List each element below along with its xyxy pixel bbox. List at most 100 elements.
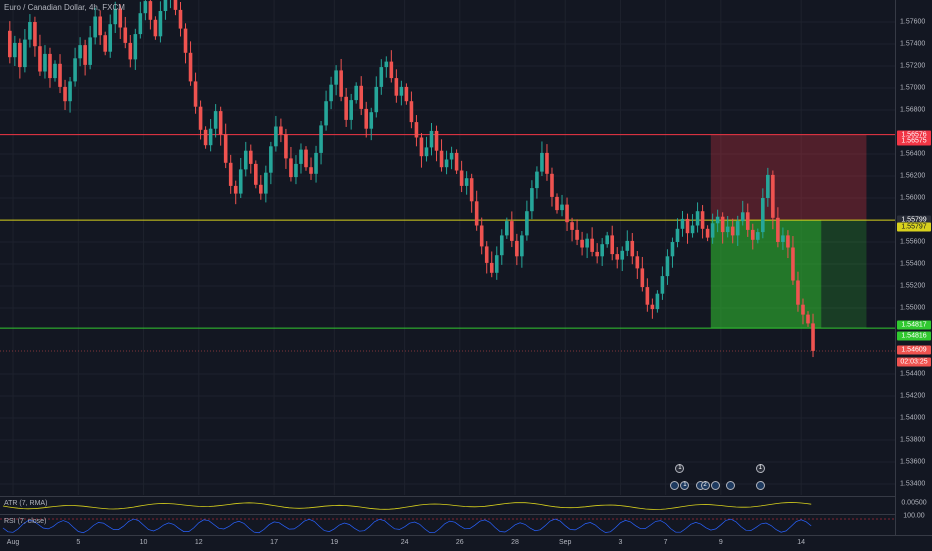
candle-body	[163, 0, 168, 12]
time-label: Aug	[6, 539, 20, 546]
candle-body	[13, 42, 17, 58]
atr-label[interactable]: ATR (7, RMA)	[4, 500, 48, 507]
price-tick-label: 1.57000	[900, 84, 926, 92]
price-tag: 1.55799	[897, 215, 931, 225]
candle-body	[620, 250, 625, 260]
candle-body	[700, 211, 705, 229]
candle-body	[791, 247, 795, 281]
candle-body	[399, 86, 404, 96]
candle-body	[806, 314, 810, 324]
price-tag: 1.56575	[897, 136, 931, 146]
candle-body	[695, 211, 700, 226]
candle-body	[525, 211, 529, 236]
price-axis[interactable]: 1.57600 1.57400 1.57200 1.57000 1.56800 1.564…	[895, 0, 932, 535]
price-tick-label: 1.55400	[900, 260, 926, 268]
candle-body	[63, 86, 67, 102]
candle-body	[354, 85, 358, 101]
event-marker-icon[interactable]	[755, 481, 765, 490]
candle-body	[279, 126, 283, 135]
price-tick-label: 1.57600	[900, 18, 926, 26]
candle-body	[213, 111, 218, 129]
candle-body	[153, 19, 158, 37]
candle-body	[705, 228, 710, 238]
candle-body	[670, 242, 675, 257]
rsi-polyline	[2, 518, 812, 534]
candle-body	[499, 235, 504, 256]
candle-body	[339, 70, 343, 97]
price-tick-label: 1.53400	[900, 480, 926, 488]
candle-body	[690, 225, 695, 234]
candle-body	[575, 229, 579, 240]
atr-value-tag: 0.00500	[901, 499, 927, 507]
time-label: 19	[330, 539, 339, 546]
candle-body	[510, 221, 514, 241]
candle-body	[259, 184, 263, 194]
rsi-label[interactable]: RSI (7, close)	[4, 518, 47, 525]
atr-indicator-pane[interactable]: ATR (7, RMA)	[0, 496, 895, 515]
candle-body	[28, 22, 32, 40]
candle-body	[459, 170, 464, 186]
candle-body	[464, 178, 469, 186]
candle-body	[68, 81, 72, 102]
candle-body	[640, 268, 645, 288]
candle-body	[284, 134, 288, 159]
rsi-indicator-pane[interactable]: RSI (7, close)	[0, 514, 895, 536]
candle-body	[660, 276, 665, 294]
candle-body	[78, 45, 82, 59]
candle-body	[309, 167, 313, 174]
candle-body	[630, 240, 635, 257]
event-marker-icon[interactable]	[670, 481, 680, 490]
candle-body	[143, 1, 148, 14]
candle-body	[208, 128, 213, 146]
candle-body	[58, 63, 62, 87]
candle-body	[83, 45, 87, 65]
rsi-value-tag: 100.00	[903, 512, 925, 520]
price-tick-label: 1.56400	[900, 150, 926, 158]
candle-body	[48, 53, 52, 79]
candle-body	[565, 204, 569, 223]
candle-body	[600, 244, 604, 257]
time-label: 5	[76, 539, 81, 546]
time-axis[interactable]: Aug 5 10 12 17 19 24 26 28 Sep 3 7 9 14	[0, 535, 932, 551]
time-label: 26	[455, 539, 464, 546]
candle-body	[444, 159, 449, 168]
event-marker-icon[interactable]	[710, 481, 720, 490]
candle-body	[545, 152, 549, 174]
candle-body	[454, 152, 459, 171]
candle-body	[394, 78, 399, 96]
event-marker-icon[interactable]: 2	[700, 481, 710, 490]
main-chart-pane[interactable]: Euro / Canadian Dollar, 4h, FXCM 1 1 1 2	[0, 0, 895, 495]
atr-polyline	[2, 502, 812, 510]
candle-body	[439, 150, 444, 168]
candle-body	[761, 198, 765, 233]
candle-body	[329, 84, 333, 102]
candle-body	[419, 137, 424, 157]
candle-body	[183, 28, 188, 53]
event-marker-icon[interactable]: 1	[680, 481, 690, 490]
candle-body	[118, 8, 123, 28]
candle-body	[655, 293, 660, 310]
candle-body	[515, 240, 519, 257]
candle-body	[103, 35, 107, 52]
price-tag: 1.54816	[897, 331, 931, 340]
candle-body	[489, 262, 494, 273]
symbol-title: Euro / Canadian Dollar, 4h, FXCM	[4, 3, 125, 12]
candle-body	[675, 228, 680, 242]
candle-body	[776, 217, 780, 242]
candle-body	[530, 188, 534, 212]
candle-body	[409, 101, 414, 123]
event-marker-icon[interactable]: 1	[675, 464, 685, 473]
price-tag: 1.56576	[897, 130, 931, 140]
event-marker-icon[interactable]: 1	[755, 464, 765, 473]
candle-body	[520, 235, 524, 257]
candle-body	[645, 287, 650, 305]
event-marker-icon[interactable]	[725, 481, 735, 490]
candle-body	[364, 108, 369, 129]
price-tick-label: 1.53600	[900, 458, 926, 466]
candle-body	[781, 235, 785, 242]
time-label: 14	[797, 539, 806, 546]
candlestick-chart[interactable]	[0, 0, 895, 495]
candle-body	[264, 172, 268, 194]
candle-body	[18, 42, 22, 68]
candle-body	[605, 235, 609, 245]
